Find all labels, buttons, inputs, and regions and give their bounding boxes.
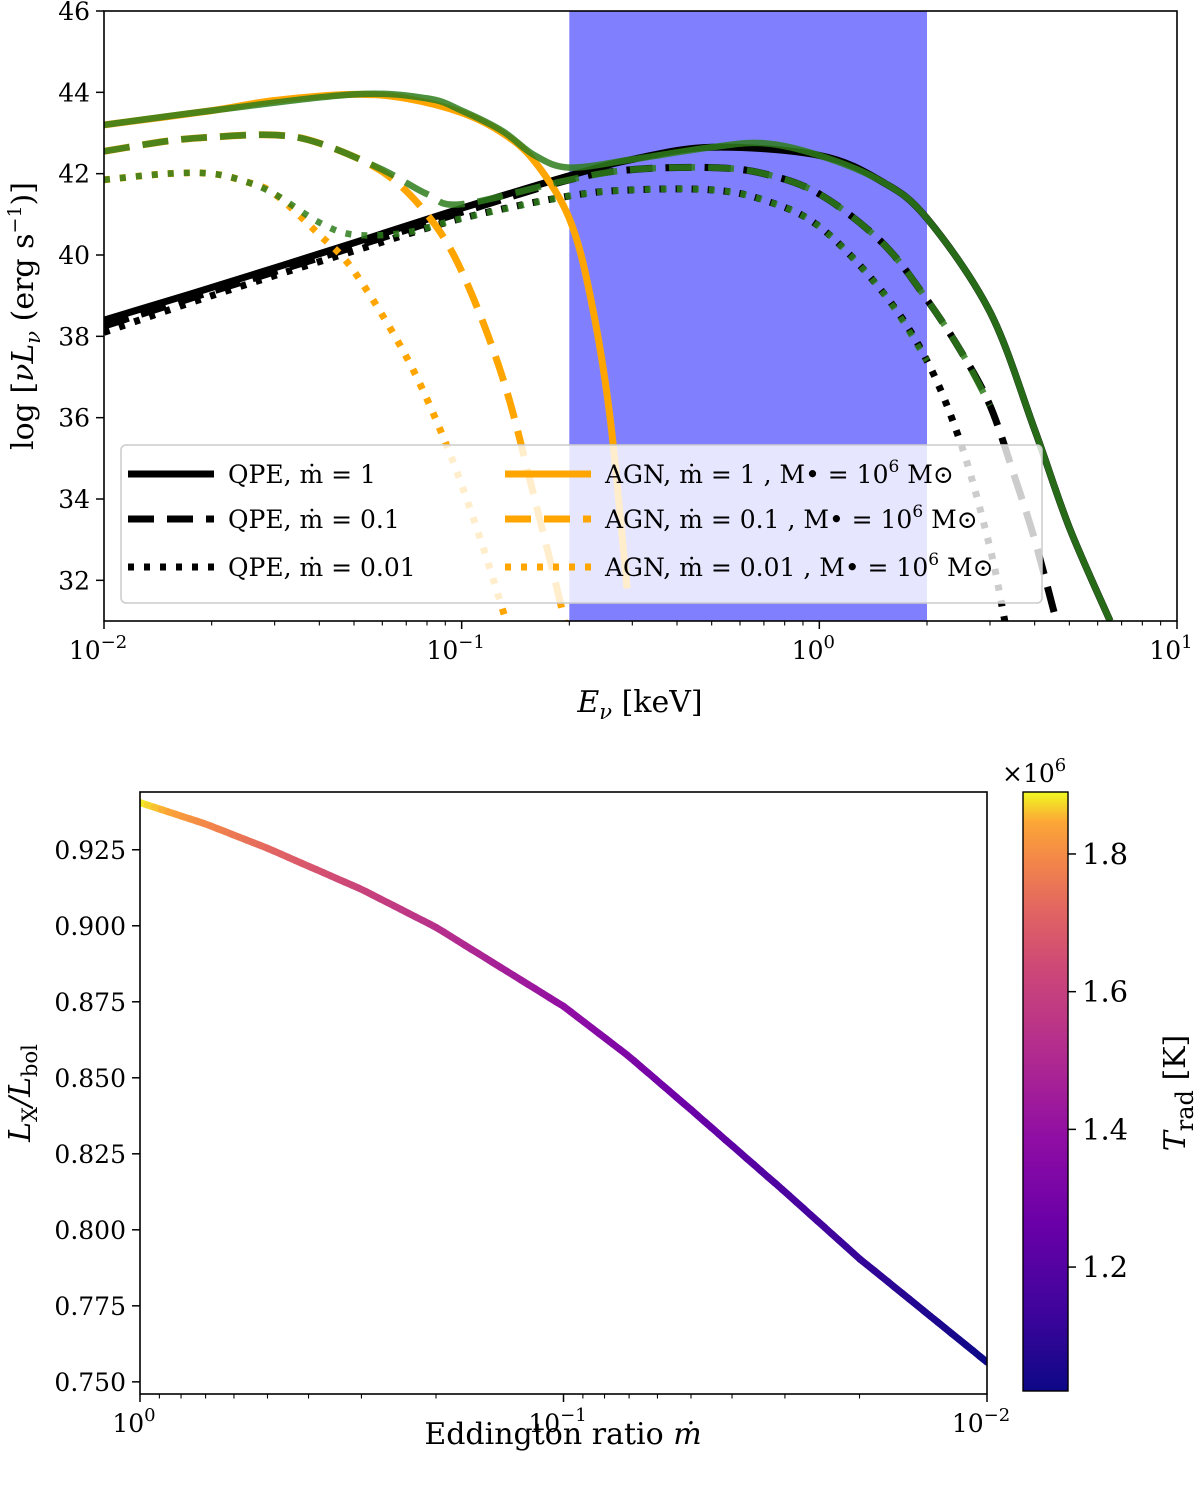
bottom-x-tick-label: 100	[112, 1405, 155, 1438]
top-x-tick-label: 10−1	[426, 632, 484, 665]
xray-fraction-chart: 0.750 0.775 0.800 0.825 0.850 0.875 0.900 0.925…	[3, 755, 1199, 1452]
series-qpe-plus-agn-mdot-0p1	[104, 131, 993, 408]
legend-label: QPE, ṁ = 0.01	[228, 553, 416, 582]
legend: QPE, ṁ = 1 QPE, ṁ = 0.1 QPE, ṁ = 0.01 AGN, …	[120, 444, 1043, 604]
series-qpe-plus-agn-mdot-1	[104, 90, 1114, 621]
top-ticks-group: 32 34 36 38 40 42 44 46 10−2 10−1 100 101	[58, 0, 1192, 665]
top-y-tick-label: 32	[58, 566, 90, 595]
top-y-axis-label: log [νLν (erg s−1)]	[4, 182, 45, 450]
bottom-y-tick-label: 0.875	[54, 988, 126, 1017]
legend-box	[120, 444, 1043, 604]
bottom-y-axis-label: LX/Lbol	[3, 1044, 42, 1143]
top-x-tick-label: 101	[1149, 632, 1192, 665]
lx-lbol-curve-segment	[976, 1352, 987, 1366]
bottom-y-tick-label: 0.800	[54, 1216, 126, 1245]
colorbar-tick-label: 1.4	[1082, 1112, 1128, 1146]
bottom-x-tick-label: 10−1	[528, 1405, 586, 1438]
colorbar-label: Trad [K]	[1158, 1035, 1199, 1152]
top-y-tick-label: 38	[58, 322, 90, 351]
top-y-tick-label: 36	[58, 404, 90, 433]
colorbar-multiplier: ×106	[1002, 755, 1066, 788]
bottom-y-tick-label: 0.925	[54, 836, 126, 865]
top-y-tick-label: 34	[58, 485, 90, 514]
plot-area-bottom	[140, 792, 987, 1394]
legend-entries: QPE, ṁ = 1 QPE, ṁ = 0.1 QPE, ṁ = 0.01 AGN, …	[128, 457, 994, 582]
top-x-axis-label: Eν [keV]	[576, 685, 702, 724]
bottom-y-tick-label: 0.825	[54, 1140, 126, 1169]
colorbar-gradient	[1022, 791, 1069, 1392]
legend-label: AGN, ṁ = 0.01 , M• = 106 M⊙	[604, 550, 994, 582]
legend-label: QPE, ṁ = 1	[228, 460, 376, 489]
colorbar-tick-label: 1.6	[1082, 975, 1128, 1009]
bottom-series-group	[140, 799, 987, 1366]
top-y-tick-label: 40	[58, 241, 90, 270]
top-y-tick-label: 44	[58, 78, 90, 107]
legend-label: AGN, ṁ = 0.1 , M• = 106 M⊙	[604, 502, 978, 534]
bottom-y-tick-label: 0.850	[54, 1064, 126, 1093]
colorbar-ticks: 1.2 1.4 1.6 1.8	[1068, 837, 1128, 1284]
legend-label: QPE, ṁ = 0.1	[228, 505, 400, 534]
plot-frame-bottom	[139, 791, 988, 1395]
top-x-tick-label: 10−2	[69, 632, 127, 665]
series-qpe-plus-agn-mdot-0p01	[104, 169, 930, 363]
top-x-tick-label: 100	[792, 632, 835, 665]
plot-frame-top	[103, 10, 1178, 622]
colorbar-tick-label: 1.2	[1082, 1250, 1128, 1284]
top-y-tick-label: 46	[58, 0, 90, 26]
colorbar-tick-label: 1.8	[1082, 837, 1128, 871]
bottom-x-axis-label: Eddington ratio ṁ	[424, 1417, 701, 1452]
bottom-ticks-group: 0.750 0.775 0.800 0.825 0.850 0.875 0.900 0.925…	[54, 836, 1010, 1438]
bottom-x-tick-label: 10−2	[952, 1405, 1010, 1438]
top-y-tick-label: 42	[58, 160, 90, 189]
bottom-y-tick-label: 0.775	[54, 1292, 126, 1321]
bottom-y-tick-label: 0.900	[54, 912, 126, 941]
legend-label: AGN, ṁ = 1 , M• = 106 M⊙	[604, 457, 954, 489]
bottom-y-tick-label: 0.750	[54, 1368, 126, 1397]
colorbar: 1.2 1.4 1.6 1.8 ×106 Trad [K]	[1002, 755, 1199, 1392]
